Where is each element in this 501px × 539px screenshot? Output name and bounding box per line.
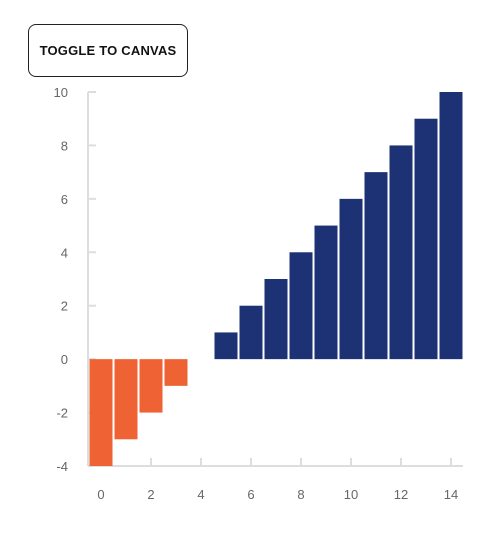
bar-positive (239, 305, 263, 360)
bar-negative (164, 359, 188, 386)
y-tick-label: 6 (61, 192, 68, 207)
bar-positive (414, 118, 438, 360)
x-tick-label: 8 (297, 487, 304, 502)
x-tick-label: 10 (344, 487, 358, 502)
x-tick-label: 12 (394, 487, 408, 502)
bar-positive (389, 145, 413, 360)
x-tick-label: 6 (247, 487, 254, 502)
y-tick-label: -4 (56, 459, 68, 474)
bar-negative (89, 359, 113, 466)
y-tick-label: 10 (54, 85, 68, 100)
bar-positive (289, 252, 313, 360)
bar-positive (264, 279, 288, 360)
bar-positive (314, 225, 338, 360)
y-tick-label: 4 (61, 245, 68, 260)
x-tick-label: 2 (147, 487, 154, 502)
chart-bars (89, 92, 463, 466)
chart-axes (87, 91, 463, 467)
bar-positive (364, 172, 388, 360)
bar-negative (114, 359, 138, 440)
bar-positive (439, 92, 463, 360)
y-tick-label: 0 (61, 352, 68, 367)
bar-negative (139, 359, 163, 413)
y-tick-label: -2 (56, 406, 68, 421)
toggle-to-canvas-button[interactable]: TOGGLE TO CANVAS (28, 24, 188, 77)
y-tick-label: 8 (61, 138, 68, 153)
bar-positive (214, 332, 238, 360)
x-tick-label: 14 (444, 487, 458, 502)
bar-positive (339, 198, 363, 360)
x-tick-label: 0 (97, 487, 104, 502)
x-tick-label: 4 (197, 487, 204, 502)
y-tick-label: 2 (61, 299, 68, 314)
chart-tick-labels: -4 -2 0 2 4 6 8 10 0 2 4 6 8 10 12 14 (54, 85, 459, 502)
